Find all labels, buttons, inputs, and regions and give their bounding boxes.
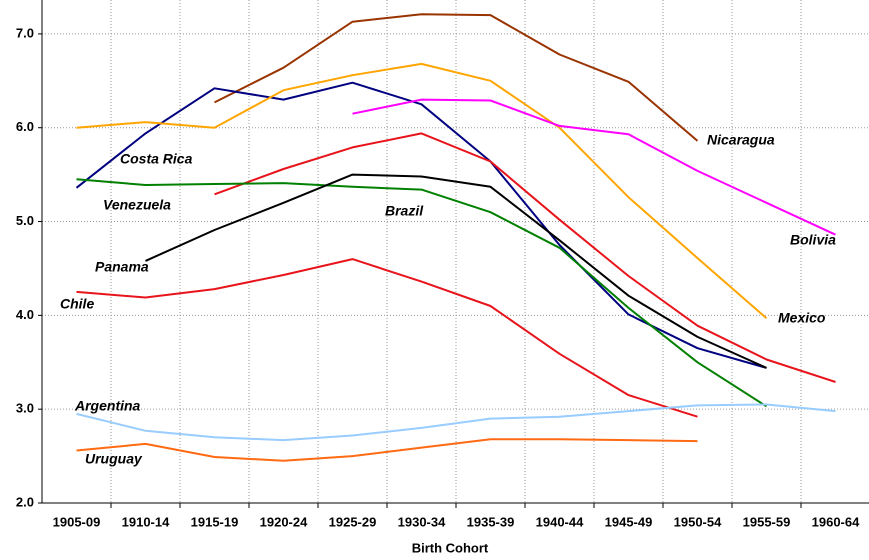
series-label: Chile: [60, 296, 94, 312]
series-label: Costa Rica: [120, 151, 193, 167]
series-line: [76, 178, 768, 408]
y-tick-label: 5.0: [16, 213, 34, 228]
x-axis-label: Birth Cohort: [412, 540, 489, 555]
series-line: [352, 98, 836, 236]
series-line: [76, 438, 698, 462]
x-tick-label: 1960-64: [812, 514, 860, 529]
x-tick-label: 1950-54: [674, 514, 722, 529]
series-line: [76, 403, 836, 442]
x-tick-label: 1930-34: [398, 514, 446, 529]
x-tick-label: 1935-39: [467, 514, 515, 529]
series-label: Mexico: [778, 310, 826, 326]
series-label: Panama: [95, 259, 149, 275]
series-label: Venezuela: [103, 197, 171, 213]
y-tick-label: 2.0: [16, 494, 34, 509]
y-tick-label: 7.0: [16, 25, 34, 40]
y-tick-label: 4.0: [16, 307, 34, 322]
series-label: Uruguay: [85, 451, 143, 467]
series-line: [214, 132, 836, 383]
series-line: [214, 13, 699, 142]
x-tick-label: 1925-29: [329, 514, 377, 529]
series-label: Bolivia: [790, 232, 836, 248]
series-label: Brazil: [385, 203, 424, 219]
y-tick-label: 3.0: [16, 401, 34, 416]
series-line: [76, 258, 698, 418]
x-tick-label: 1915-19: [191, 514, 239, 529]
x-tick-label: 1955-59: [743, 514, 791, 529]
series-label: Nicaragua: [707, 132, 775, 148]
y-tick-label: 6.0: [16, 119, 34, 134]
x-tick-label: 1905-09: [53, 514, 101, 529]
x-tick-label: 1945-49: [605, 514, 653, 529]
series-label: Argentina: [74, 398, 141, 414]
x-tick-label: 1940-44: [536, 514, 584, 529]
x-tick-label: 1910-14: [122, 514, 170, 529]
x-tick-label: 1920-24: [260, 514, 308, 529]
series-line: [145, 173, 767, 369]
series-line: [76, 62, 768, 319]
